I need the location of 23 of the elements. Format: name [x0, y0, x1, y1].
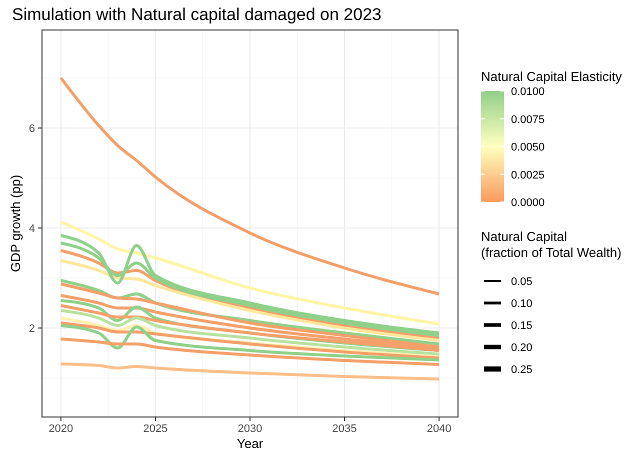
color-bar-label: 0.0050: [511, 142, 545, 154]
legend-title: Natural Capital (fraction of Total Wealth): [481, 229, 622, 260]
color-bar-label: 0.0075: [511, 114, 545, 126]
text: 0.15: [511, 320, 532, 332]
x-tick-label: 2030: [238, 423, 262, 435]
x-tick-label: 2035: [332, 423, 357, 435]
text: 0.20: [511, 342, 532, 354]
color-bar-label: 0.0025: [511, 169, 545, 182]
text: 0.25: [511, 364, 532, 376]
x-axis-title: Year: [236, 436, 264, 451]
text: 0.05: [511, 276, 532, 288]
x-tick-label: 2025: [143, 423, 168, 435]
y-tick-label: 4: [28, 223, 35, 235]
text: 0.10: [511, 298, 532, 310]
color-bar-label: 0.0000: [511, 197, 545, 209]
y-axis-title: GDP growth (pp): [8, 174, 23, 272]
x-tick-label: 2040: [426, 423, 452, 435]
color-bar-title: Natural Capital Elasticity: [481, 69, 622, 84]
color-bar-label: 0.0100: [511, 86, 545, 98]
x-tick-label: 2020: [48, 423, 74, 435]
y-tick-label: 2: [28, 323, 35, 335]
chart-title: Simulation with Natural capital damaged on 2023: [12, 5, 382, 24]
y-tick-label: 6: [28, 123, 35, 135]
